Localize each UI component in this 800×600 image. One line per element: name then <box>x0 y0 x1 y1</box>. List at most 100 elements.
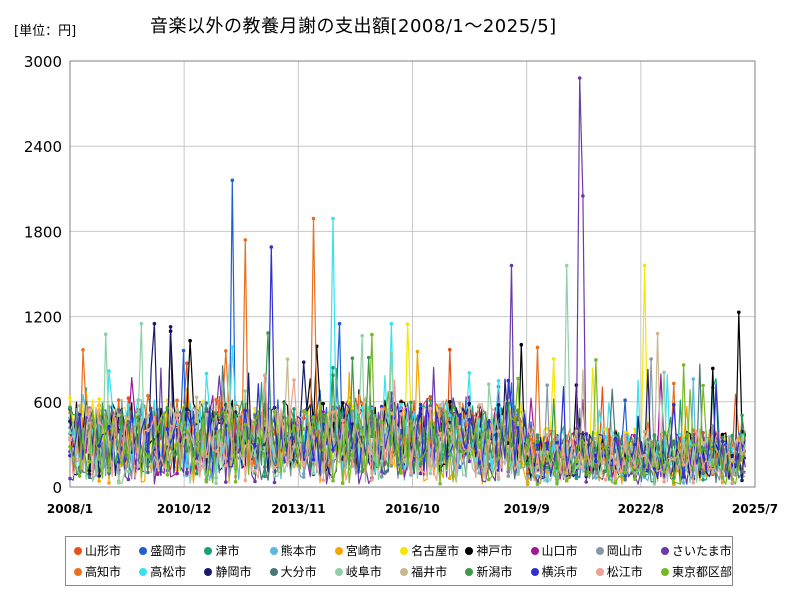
data-point <box>428 406 433 411</box>
data-point <box>662 430 666 435</box>
data-point <box>418 402 423 407</box>
data-point <box>545 470 549 475</box>
data-point <box>175 442 179 446</box>
data-point <box>662 370 666 375</box>
data-point <box>467 454 472 459</box>
data-point <box>581 194 585 198</box>
data-point <box>399 402 403 407</box>
legend-item: 新潟市 <box>465 563 530 580</box>
data-point <box>428 421 433 426</box>
data-point <box>107 440 111 445</box>
data-point <box>263 474 267 479</box>
data-point <box>146 428 150 433</box>
legend-item: 神戸市 <box>465 542 530 559</box>
data-point <box>516 460 520 465</box>
data-point <box>292 445 296 449</box>
data-point <box>652 433 657 437</box>
data-point <box>77 474 82 478</box>
data-point <box>418 462 423 466</box>
data-point <box>136 412 140 416</box>
data-point <box>337 321 342 326</box>
data-point <box>97 408 101 413</box>
data-point <box>155 472 160 477</box>
data-point <box>584 473 588 477</box>
data-point <box>642 429 647 434</box>
data-point <box>574 476 579 481</box>
data-point <box>331 448 335 452</box>
data-point <box>233 414 238 418</box>
data-point <box>331 365 335 370</box>
data-point <box>681 475 686 479</box>
legend-label: 神戸市 <box>476 544 513 558</box>
data-point <box>720 439 725 444</box>
data-point <box>691 377 696 381</box>
data-point <box>311 457 316 462</box>
data-point <box>672 402 676 407</box>
legend-item: 名古屋市 <box>400 542 465 559</box>
data-point <box>477 471 481 475</box>
data-point <box>448 452 452 456</box>
legend-marker-icon <box>204 546 213 555</box>
data-point <box>379 469 384 474</box>
data-point <box>496 403 501 407</box>
data-point <box>438 481 442 486</box>
data-point <box>545 441 549 446</box>
data-point <box>672 439 676 444</box>
data-point <box>350 422 355 426</box>
data-point <box>584 440 588 445</box>
data-point <box>594 431 598 436</box>
data-point <box>194 432 199 436</box>
data-point <box>711 366 715 371</box>
data-point <box>740 455 744 460</box>
data-point <box>266 331 270 335</box>
data-point <box>681 435 686 439</box>
data-point <box>428 464 433 468</box>
legend-item: 宮崎市 <box>334 542 400 559</box>
data-point <box>545 433 549 437</box>
data-point <box>551 357 556 361</box>
data-point <box>467 417 472 422</box>
data-point <box>516 426 520 430</box>
legend-label: 宮崎市 <box>345 544 382 558</box>
data-point <box>321 410 326 414</box>
data-point <box>535 482 540 487</box>
data-point <box>516 472 520 476</box>
data-point <box>418 471 423 476</box>
data-point <box>146 449 150 454</box>
x-tick-label: 2019/9 <box>504 502 550 516</box>
data-point <box>655 331 660 336</box>
data-point <box>379 442 384 447</box>
data-point <box>331 478 335 483</box>
data-point <box>389 430 394 435</box>
data-point <box>116 398 121 402</box>
data-point <box>68 476 72 481</box>
data-point <box>350 453 355 457</box>
data-point <box>711 470 715 475</box>
data-point <box>477 461 481 465</box>
legend-item: 福井市 <box>400 563 465 580</box>
data-point <box>594 459 598 464</box>
data-point <box>594 467 598 471</box>
data-point <box>467 401 472 406</box>
data-point <box>506 474 511 478</box>
data-point <box>263 373 267 378</box>
data-point <box>603 469 608 474</box>
data-point <box>701 446 705 451</box>
data-point <box>545 458 549 463</box>
legend-item: 岡山市 <box>595 542 661 559</box>
data-point <box>730 458 735 462</box>
plot-frame <box>69 60 756 488</box>
data-point <box>253 421 257 425</box>
legend-label: 福井市 <box>411 565 448 579</box>
data-point <box>126 416 131 421</box>
data-point <box>321 478 326 483</box>
data-point <box>409 400 413 405</box>
data-point <box>418 438 423 442</box>
data-point <box>555 482 559 486</box>
data-point <box>633 465 637 469</box>
data-point <box>68 395 72 400</box>
data-point <box>185 464 189 468</box>
data-point <box>263 402 267 407</box>
data-point <box>633 442 637 447</box>
data-point <box>253 468 257 473</box>
